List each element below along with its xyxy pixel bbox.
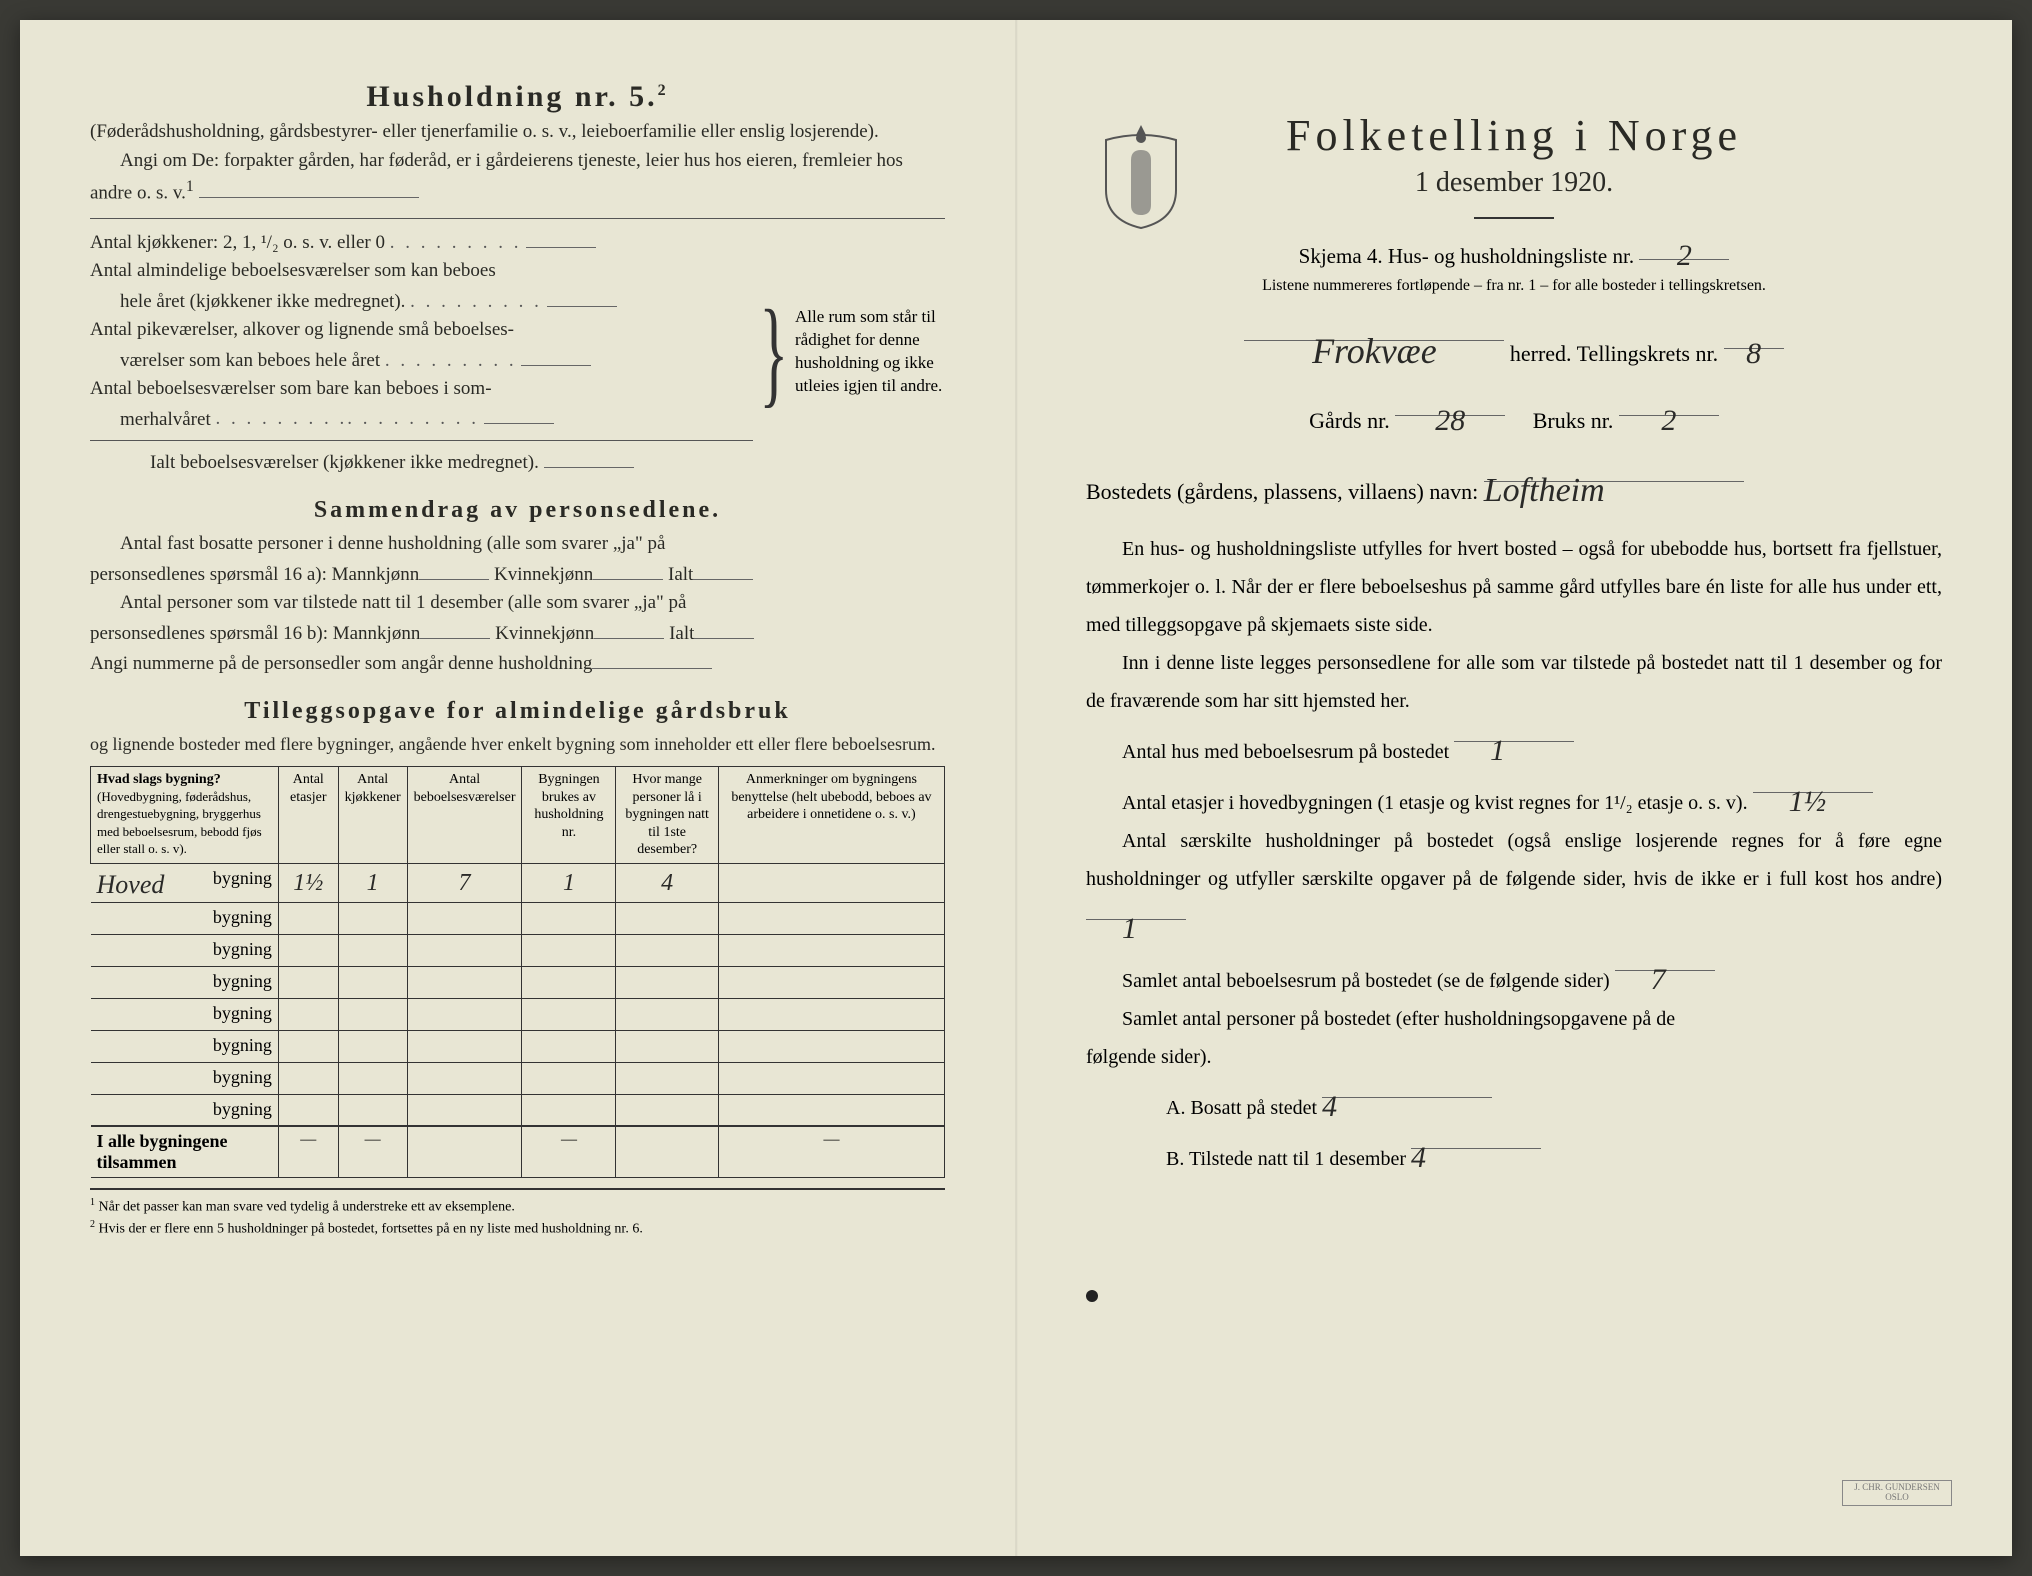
footnotes: 1 Når det passer kan man svare ved tydel… xyxy=(90,1188,945,1239)
summary-line-1: Antal fast bosatte personer i denne hush… xyxy=(90,530,945,559)
intro-1: (Føderådshusholdning, gårdsbestyrer- ell… xyxy=(90,118,945,147)
census-document: Husholdning nr. 5.2 (Føderådshusholdning… xyxy=(20,20,2012,1556)
q-b: B. Tilstede natt til 1 desember 4 xyxy=(1086,1127,1942,1178)
form-nr-value: 2 xyxy=(1677,239,1692,272)
krets-value: 8 xyxy=(1746,337,1761,370)
heading-sup: 2 xyxy=(658,82,669,99)
summary-heading: Sammendrag av personsedlene. xyxy=(90,497,945,524)
summary-line-3: Angi nummerne på de personsedler som ang… xyxy=(90,648,945,678)
supplement-heading: Tilleggsopgave for almindelige gårdsbruk xyxy=(90,698,945,725)
herred-row: Frokvæe herred. Tellingskrets nr. 8 xyxy=(1086,317,1942,374)
table-row: bygning xyxy=(91,1030,945,1062)
heading-text: Husholdning nr. 5. xyxy=(366,80,657,113)
printer-stamp: J. CHR. GUNDERSENOSLO xyxy=(1842,1480,1952,1506)
q-households: Antal særskilte husholdninger på bostede… xyxy=(1086,822,1942,949)
th-persons: Hvor mange personer lå i bygningen natt … xyxy=(616,767,718,864)
line-total-rooms: Ialt beboelsesværelser (kjøkkener ikke m… xyxy=(90,447,753,477)
total-row-label: I alle bygningene tilsammen xyxy=(91,1126,279,1178)
th-building-type: Hvad slags bygning? (Hovedbygning, føder… xyxy=(91,767,279,864)
blank-line[interactable] xyxy=(199,177,419,198)
ink-blob-icon xyxy=(1086,1290,1098,1302)
left-page: Husholdning nr. 5.2 (Føderådshusholdning… xyxy=(20,20,1016,1556)
coat-of-arms-icon xyxy=(1096,120,1186,230)
building-table: Hvad slags bygning? (Hovedbygning, føder… xyxy=(90,766,945,1178)
table-row: Hovedbygning1½1714 xyxy=(91,863,945,902)
row-building-type: Hoved xyxy=(97,870,165,900)
line-kitchens: Antal kjøkkener: 2, 1, ¹/₂ o. s. v. elle… xyxy=(90,227,753,257)
th-remarks: Anmerkninger om bygningens benyttelse (h… xyxy=(718,767,944,864)
rooms-block: Antal kjøkkener: 2, 1, ¹/₂ o. s. v. elle… xyxy=(90,227,945,477)
q-a: A. Bosatt på stedet 4 xyxy=(1086,1076,1942,1127)
line-summer-rooms: Antal beboelsesværelser som bare kan beb… xyxy=(90,375,753,404)
table-row: bygning xyxy=(91,1094,945,1126)
table-row: bygning xyxy=(91,1062,945,1094)
bruk-nr-value: 2 xyxy=(1661,404,1676,437)
title-block: Folketelling i Norge 1 desember 1920. xyxy=(1086,110,1942,219)
th-rooms: Antal beboelsesværelser xyxy=(407,767,522,864)
intro-2: Angi om De: forpakter gården, har føderå… xyxy=(90,147,945,208)
table-row: bygning xyxy=(91,966,945,998)
form-number-line: Skjema 4. Hus- og husholdningsliste nr. … xyxy=(1086,237,1942,269)
gard-nr-value: 28 xyxy=(1435,404,1465,437)
th-used-by: Bygningen brukes av husholdning nr. xyxy=(522,767,616,864)
table-row: bygning xyxy=(91,902,945,934)
table-row: bygning xyxy=(91,998,945,1030)
right-page: Folketelling i Norge 1 desember 1920. Sk… xyxy=(1016,20,2012,1556)
instr-p2: Inn i denne liste legges personsedlene f… xyxy=(1086,644,1942,720)
q-persons: Samlet antal personer på bostedet (efter… xyxy=(1086,1000,1942,1038)
supplement-sub: og lignende bosteder med flere bygninger… xyxy=(90,731,945,758)
instructions: En hus- og husholdningsliste utfylles fo… xyxy=(1086,530,1942,1178)
brace-note: Alle rum som står til rådighet for denne… xyxy=(795,306,945,398)
household-heading: Husholdning nr. 5.2 xyxy=(90,80,945,114)
q-rooms-total: Samlet antal beboelsesrum på bostedet (s… xyxy=(1086,949,1942,1000)
title-rule xyxy=(1474,217,1554,219)
th-floors: Antal etasjer xyxy=(278,767,338,864)
numbering-note: Listene nummereres fortløpende – fra nr.… xyxy=(1086,277,1942,295)
line-rooms-all-year: Antal almindelige beboelsesværelser som … xyxy=(90,257,753,286)
summary-line-2: Antal personer som var tilstede natt til… xyxy=(90,589,945,618)
herred-value: Frokvæe xyxy=(1312,331,1437,371)
table-row: bygning xyxy=(91,934,945,966)
main-title: Folketelling i Norge xyxy=(1086,110,1942,161)
line-maid-rooms: Antal pikeværelser, alkover og lignende … xyxy=(90,316,753,345)
divider xyxy=(90,218,945,219)
subtitle: 1 desember 1920. xyxy=(1086,167,1942,199)
bosted-value: Loftheim xyxy=(1484,472,1605,509)
bosted-row: Bostedets (gårdens, plassens, villaens) … xyxy=(1086,458,1942,512)
brace-icon: } xyxy=(760,227,789,477)
q-houses: Antal hus med beboelsesrum på bostedet 1 xyxy=(1086,720,1942,771)
gard-row: Gårds nr. 28 Bruks nr. 2 xyxy=(1086,392,1942,441)
th-kitchens: Antal kjøkkener xyxy=(338,767,407,864)
q-floors: Antal etasjer i hovedbygningen (1 etasje… xyxy=(1086,771,1942,822)
instr-p1: En hus- og husholdningsliste utfylles fo… xyxy=(1086,530,1942,644)
